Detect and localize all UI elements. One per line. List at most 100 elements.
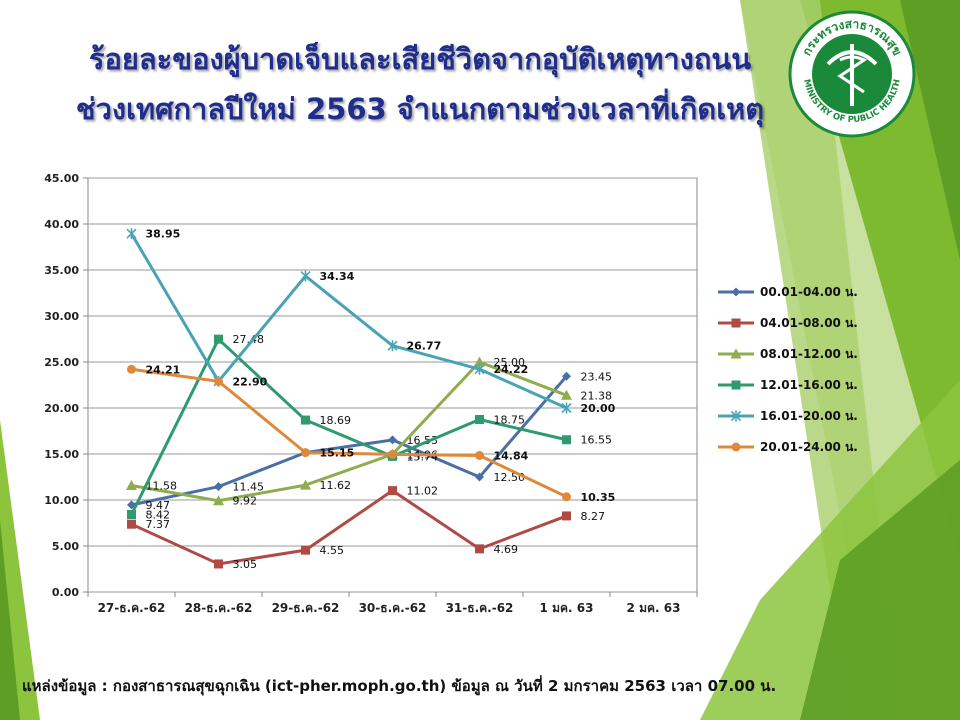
- y-tick-label: 35.00: [44, 264, 79, 277]
- data-point: [562, 371, 571, 381]
- data-label: 16.55: [581, 434, 613, 447]
- data-label: 8.42: [146, 509, 171, 522]
- series-line: [130, 337, 567, 516]
- y-tick-label: 5.00: [52, 540, 79, 553]
- y-tick-label: 40.00: [44, 218, 79, 231]
- y-tick-label: 0.00: [52, 586, 79, 599]
- data-point: [475, 415, 484, 424]
- data-label: 4.55: [320, 544, 345, 557]
- data-label: 24.22: [494, 363, 529, 376]
- legend-label: 20.01-24.00 น.: [760, 440, 858, 454]
- legend-item-4: 12.01-16.00 น.: [718, 378, 858, 392]
- data-point: [387, 340, 398, 352]
- series-5: 38.95 34.34 26.77 24.22 20.00: [126, 228, 616, 415]
- data-point: [301, 448, 310, 458]
- data-point: [730, 348, 742, 359]
- data-point: [730, 410, 742, 422]
- data-source-note: แหล่งข้อมูล : กองสาธารณสุขฉุกเฉิน (ict-p…: [22, 677, 777, 695]
- data-point: [127, 519, 136, 529]
- legend-label: 16.01-20.00 น.: [760, 409, 858, 423]
- data-point: [300, 270, 311, 282]
- data-point: [214, 376, 223, 386]
- data-point: [214, 559, 223, 569]
- x-tick-label: 1 มค. 63: [540, 601, 594, 615]
- series-6: 24.21 22.90 15.15 14.84 10.35: [127, 363, 615, 504]
- data-point: [388, 449, 397, 459]
- data-point: [562, 511, 571, 521]
- series-line: [131, 375, 568, 507]
- y-tick-label: 10.00: [44, 494, 79, 507]
- plot-area: [87, 177, 698, 593]
- data-point: [731, 318, 741, 328]
- data-point: [731, 442, 741, 452]
- page-title-line2: ช่วงเทศกาลปีใหม่ 2563 จำแนกตามช่วงเวลาที…: [75, 92, 765, 126]
- data-point: [561, 389, 572, 400]
- data-point: [126, 228, 137, 240]
- data-point: [388, 435, 397, 445]
- data-label: 15.15: [320, 447, 355, 460]
- series-line: [130, 232, 568, 410]
- data-point: [475, 450, 484, 460]
- data-point: [388, 486, 397, 496]
- data-label: 8.27: [581, 510, 606, 523]
- data-point: [562, 435, 571, 445]
- data-point: [127, 364, 136, 374]
- data-point: [474, 356, 485, 367]
- legend-label: 12.01-16.00 น.: [760, 378, 858, 392]
- x-tick-label: 31-ธ.ค.-62: [446, 601, 514, 615]
- legend-item-3: 08.01-12.00 น.: [718, 347, 858, 361]
- x-tick-label: 27-ธ.ค.-62: [98, 601, 166, 615]
- data-label: 11.02: [407, 485, 439, 498]
- data-label: 11.62: [320, 479, 352, 492]
- x-tick-label: 29-ธ.ค.-62: [272, 601, 340, 615]
- data-point: [475, 472, 484, 482]
- x-tick-label: 2 มค. 63: [627, 601, 681, 615]
- y-tick-label: 30.00: [44, 310, 79, 323]
- data-point: [562, 492, 571, 502]
- data-label: 23.45: [581, 370, 613, 383]
- data-point: [474, 363, 485, 375]
- legend-label: 00.01-04.00 น.: [760, 285, 858, 299]
- data-label: 12.50: [494, 471, 526, 484]
- data-label: 16.53: [407, 434, 439, 447]
- y-tick-label: 15.00: [44, 448, 79, 461]
- data-label: 18.75: [494, 414, 526, 427]
- data-label: 15.74: [407, 450, 439, 463]
- data-label: 26.77: [407, 340, 442, 353]
- legend-item-1: 00.01-04.00 น.: [718, 285, 858, 299]
- legend-item-5: 16.01-20.00 น.: [718, 409, 858, 423]
- data-label: 9.92: [233, 495, 258, 508]
- data-point: [301, 415, 310, 425]
- legend-label: 08.01-12.00 น.: [760, 347, 858, 361]
- data-label: 24.21: [146, 363, 181, 376]
- data-label: 4.69: [494, 543, 519, 556]
- data-point: [301, 545, 310, 555]
- data-label: 10.35: [581, 491, 616, 504]
- data-label: 3.05: [233, 558, 258, 571]
- ministry-logo: กระทรวงสาธารณสุข MINISTRY OF PUBLIC HEAL…: [788, 10, 916, 138]
- legend-item-2: 04.01-08.00 น.: [718, 316, 858, 330]
- legend-label: 04.01-08.00 น.: [760, 316, 858, 330]
- data-label: 14.84: [494, 449, 529, 462]
- data-label: 7.37: [146, 518, 171, 531]
- data-label: 11.45: [233, 481, 265, 494]
- data-label: 38.95: [146, 228, 181, 241]
- series-line: [131, 360, 568, 503]
- series-line: [130, 489, 568, 566]
- x-tick-label: 30-ธ.ค.-62: [359, 601, 427, 615]
- y-tick-label: 25.00: [44, 356, 79, 369]
- data-label: 9.47: [146, 499, 171, 512]
- data-point: [561, 402, 572, 414]
- data-point: [475, 544, 484, 554]
- data-point: [731, 287, 741, 297]
- data-label: 20.00: [581, 402, 616, 415]
- data-point: [126, 479, 137, 490]
- y-tick-label: 20.00: [44, 402, 79, 415]
- data-label: 34.34: [320, 270, 355, 283]
- data-label: 25.00: [494, 356, 526, 369]
- data-point: [127, 510, 136, 520]
- data-point: [214, 334, 223, 344]
